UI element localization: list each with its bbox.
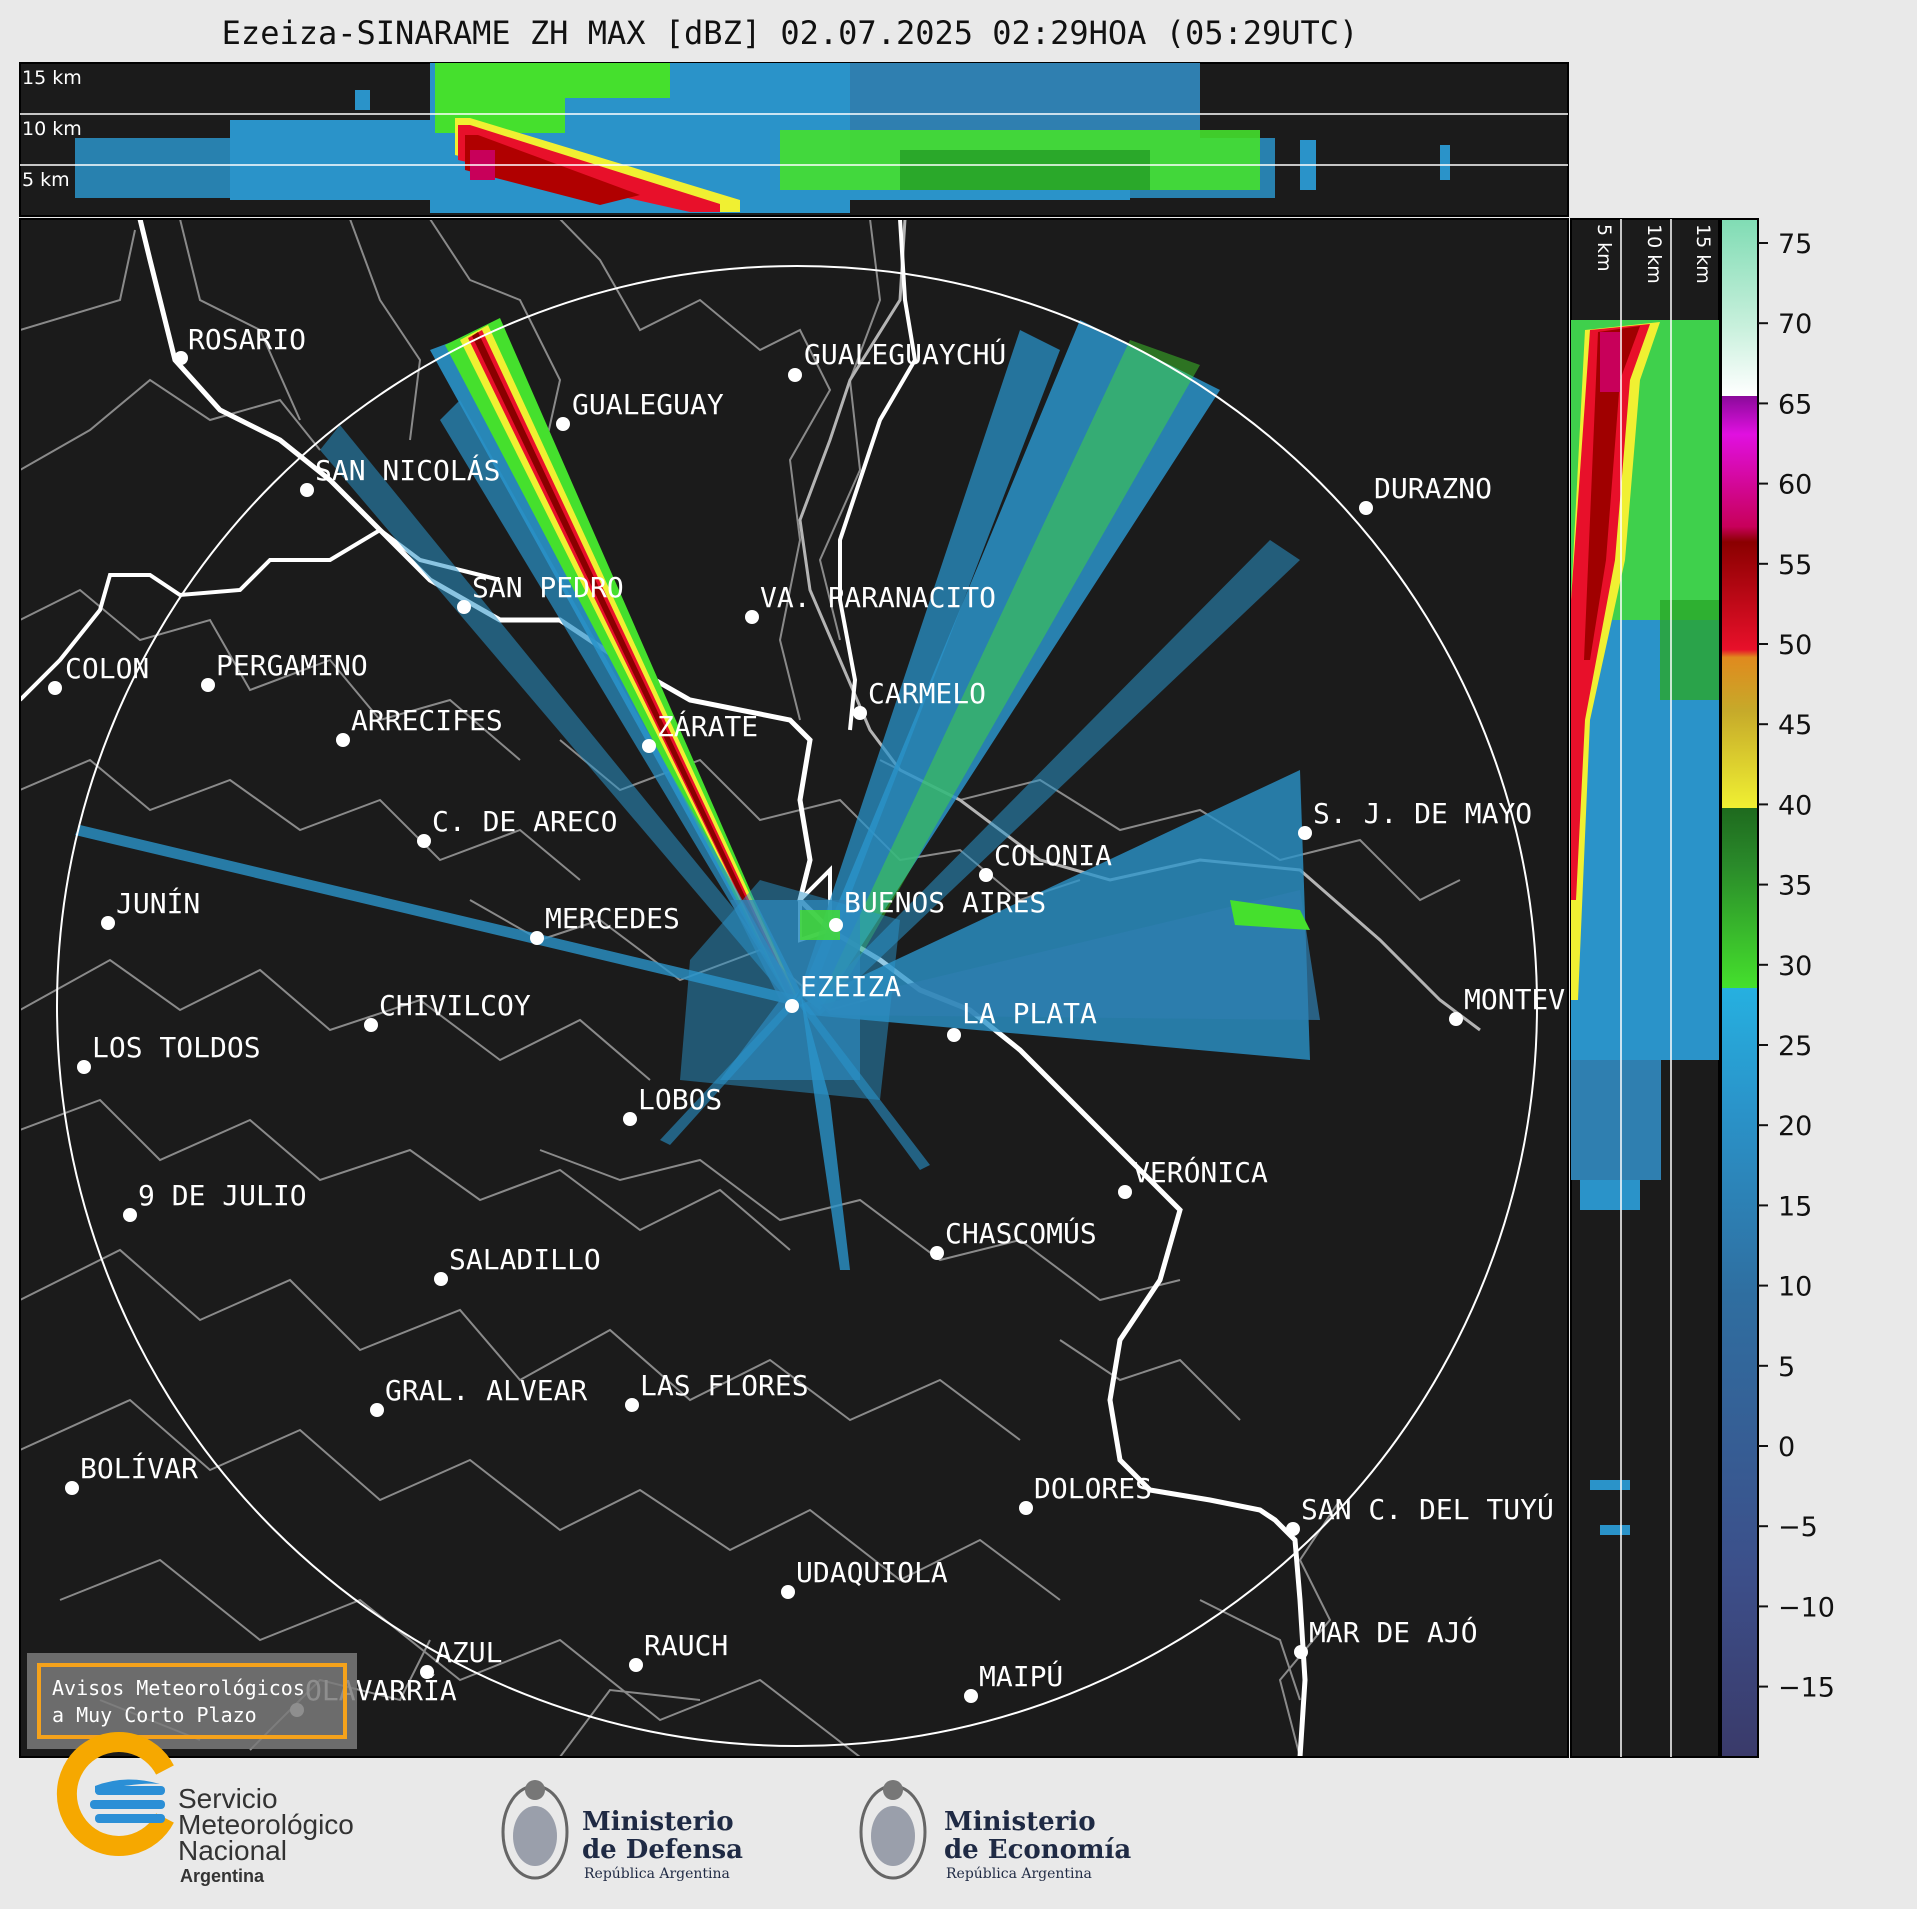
range-ring (56, 265, 1538, 1747)
colorbar-tick-label: 70 (1778, 309, 1812, 340)
city-labels: ROSARIO GUALEGUAYCHÚ GUALEGUAY SAN NICOL… (65, 323, 1565, 1707)
city-label-bolivar: BOLÍVAR (80, 1451, 198, 1485)
city-label-9-de-julio: 9 DE JULIO (138, 1179, 307, 1212)
city-label-zarate: ZÁRATE (657, 709, 758, 743)
colorbar-tick-label: 35 (1778, 871, 1812, 902)
city-label-colon: COLON (65, 652, 149, 685)
defensa-text-3: República Argentina (584, 1866, 730, 1882)
colorbar-tick-label: 50 (1778, 630, 1812, 661)
colorbar-tick-label: −15 (1778, 1673, 1835, 1704)
top-cross-section-echoes (75, 63, 1450, 213)
city-label-gualeguay: GUALEGUAY (572, 388, 724, 421)
smn-text-3: Nacional (178, 1835, 287, 1866)
colorbar-tick-label: 15 (1778, 1191, 1812, 1222)
city-label-va-paranacito: VA. PARANACITO (760, 581, 996, 614)
smn-text-1: Servicio (178, 1783, 278, 1814)
city-label-ezeiza: EZEIZA (800, 970, 901, 1003)
smn-text-2: Meteorológico (178, 1809, 354, 1840)
city-label-mercedes: MERCEDES (545, 902, 680, 935)
product-title: Ezeiza-SINARAME ZH MAX [dBZ] 02.07.2025 … (221, 14, 1359, 52)
smn-logo: Servicio Meteorológico Nacional Argentin… (56, 1732, 354, 1886)
smn-text-4: Argentina (180, 1866, 265, 1886)
city-label-chivilcoy: CHIVILCOY (379, 989, 531, 1022)
defensa-text-1: Ministerio (582, 1807, 734, 1837)
city-label-carmelo: CARMELO (868, 677, 986, 710)
notice-box[interactable]: Avisos Meteorológicos a Muy Corto Plazo (27, 1653, 357, 1749)
city-label-los-toldos: LOS TOLDOS (92, 1031, 261, 1064)
city-label-las-flores: LAS FLORES (640, 1369, 809, 1402)
top-label-15km: 15 km (22, 67, 82, 89)
city-markers (48, 351, 1463, 1717)
colorbar-tick-label: 20 (1778, 1111, 1812, 1142)
notice-line1: Avisos Meteorológicos (52, 1676, 305, 1700)
city-label-montevideo: MONTEV (1464, 983, 1565, 1016)
city-label-dolores: DOLORES (1034, 1472, 1152, 1505)
city-label-san-nicolas: SAN NICOLÁS (315, 453, 500, 487)
city-label-c-de-areco: C. DE ARECO (432, 805, 617, 838)
city-label-gualeguaychu: GUALEGUAYCHÚ (804, 337, 1006, 371)
colorbar-tick-label: 45 (1778, 710, 1812, 741)
colorbar-tick-label: 65 (1778, 389, 1812, 420)
city-label-lobos: LOBOS (638, 1083, 722, 1116)
city-label-junin: JUNÍN (116, 886, 200, 920)
colorbar-tick-label: 55 (1778, 550, 1812, 581)
city-label-colonia: COLONIA (994, 839, 1112, 872)
colorbar-tick-label: 5 (1778, 1352, 1795, 1383)
city-label-rauch: RAUCH (644, 1629, 728, 1662)
city-label-rosario: ROSARIO (188, 323, 306, 356)
side-cross-section-echoes (1571, 320, 1719, 1535)
radar-echoes (75, 318, 1320, 1270)
city-label-udaquiola: UDAQUIOLA (796, 1556, 948, 1589)
economia-text-2: de Economía (944, 1835, 1131, 1865)
ministerio-defensa-logo: Ministerio de Defensa República Argentin… (501, 1780, 743, 1882)
colorbar-tick-label: 40 (1778, 790, 1812, 821)
economia-text-3: República Argentina (946, 1866, 1092, 1882)
city-label-buenos-aires: BUENOS AIRES (844, 886, 1046, 919)
side-label-10km: 10 km (1643, 224, 1665, 284)
colorbar-tick-label: −5 (1778, 1512, 1818, 1543)
city-label-sj-de-mayo: S. J. DE MAYO (1313, 797, 1532, 830)
city-label-veronica: VERÓNICA (1133, 1155, 1268, 1189)
city-label-la-plata: LA PLATA (962, 997, 1097, 1030)
city-label-pergamino: PERGAMINO (216, 649, 368, 682)
ministerio-economia-logo: Ministerio de Economía República Argenti… (859, 1780, 1131, 1882)
colorbar-tick-label: 25 (1778, 1031, 1812, 1062)
city-label-azul: AZUL (435, 1636, 502, 1669)
map-frame (19, 218, 1569, 1758)
colorbar-tick-label: 10 (1778, 1272, 1812, 1303)
side-label-5km: 5 km (1593, 224, 1615, 272)
top-label-5km: 5 km (22, 169, 70, 191)
dbz-colorbar (1720, 218, 1759, 1758)
colorbar-tick-label: 75 (1778, 229, 1812, 260)
city-label-gral-alvear: GRAL. ALVEAR (385, 1374, 587, 1407)
economia-text-1: Ministerio (944, 1807, 1096, 1837)
city-label-san-pedro: SAN PEDRO (472, 571, 624, 604)
colorbar-tick-label: 30 (1778, 951, 1812, 982)
colorbar-tick-label: −10 (1778, 1592, 1835, 1623)
smn-logo-arc (56, 1732, 174, 1856)
notice-line2: a Muy Corto Plazo (52, 1703, 257, 1727)
city-label-durazno: DURAZNO (1374, 472, 1492, 505)
colorbar-tick-label: 60 (1778, 470, 1812, 501)
city-label-arrecifes: ARRECIFES (351, 704, 503, 737)
city-label-saladillo: SALADILLO (449, 1243, 601, 1276)
top-label-10km: 10 km (22, 118, 82, 140)
city-label-san-c-del-tuyu: SAN C. DEL TUYÚ (1301, 1492, 1554, 1526)
coastline-west (20, 527, 501, 702)
defensa-text-2: de Defensa (582, 1835, 743, 1865)
city-label-chascomus: CHASCOMÚS (945, 1216, 1097, 1250)
city-label-maipu: MAIPÚ (979, 1659, 1063, 1693)
parana-delta (838, 219, 918, 731)
colorbar-tick-label: 0 (1778, 1432, 1795, 1463)
side-label-15km: 15 km (1692, 224, 1714, 284)
city-label-mar-de-ajo: MAR DE AJÓ (1309, 1615, 1478, 1649)
